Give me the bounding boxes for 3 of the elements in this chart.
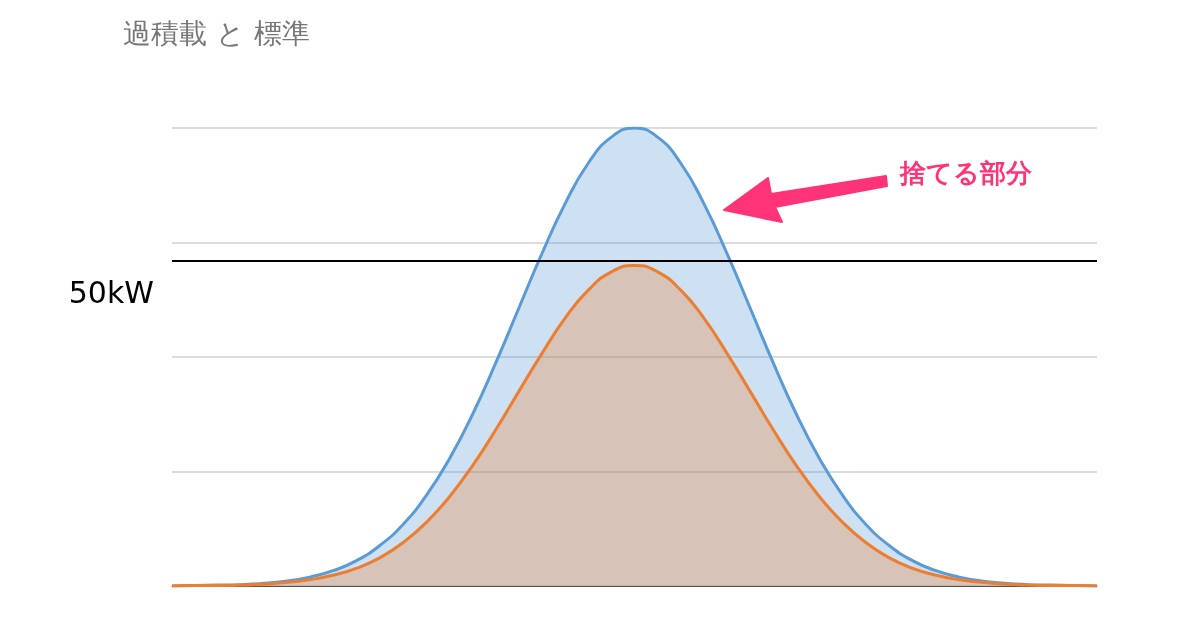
annotation: 捨てる部分 (899, 158, 1033, 188)
ref-line-label: 50kW (68, 275, 154, 311)
chart-title: 過積載 と 標準 (123, 16, 310, 50)
